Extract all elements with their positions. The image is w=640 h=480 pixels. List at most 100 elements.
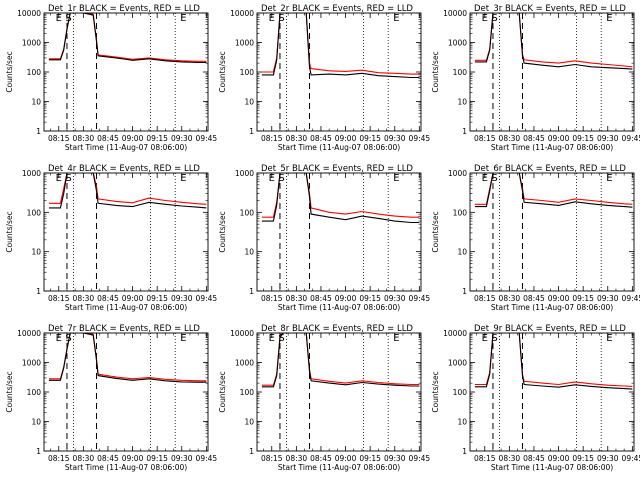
event-marker-label: S — [65, 333, 71, 344]
chart-title: Det_2r BLACK = Events, RED = LLD — [261, 4, 413, 14]
x-tick-label: 09:30 — [384, 454, 406, 463]
event-marker-label: E — [482, 13, 488, 24]
y-tick-label: 100 — [453, 388, 468, 397]
plot-frame — [43, 12, 209, 132]
y-tick-label: 1000 — [235, 39, 254, 48]
y-tick-label: 100 — [453, 208, 468, 217]
y-tick-label: 100 — [27, 208, 42, 217]
y-tick-label: 10 — [457, 418, 467, 427]
y-tick-label: 100 — [240, 68, 255, 77]
y-tick-label: 10 — [31, 418, 41, 427]
y-tick-label: 1000 — [448, 169, 467, 178]
y-axis-label: Counts/sec — [5, 211, 14, 252]
y-tick-label: 1 — [462, 447, 467, 456]
x-tick-label: 09:00 — [122, 294, 144, 303]
x-tick-label: 09:30 — [597, 294, 619, 303]
event-marker-label: S — [278, 173, 284, 184]
x-tick-label: 08:45 — [523, 454, 545, 463]
events-series-line — [474, 13, 633, 70]
x-tick-label: 09:15 — [359, 294, 381, 303]
y-tick-label: 10 — [31, 98, 41, 107]
y-axis-label: Counts/sec — [218, 371, 227, 412]
x-tick-label: 09:00 — [122, 454, 144, 463]
event-marker-label: E — [606, 13, 612, 24]
x-tick-label: 08:30 — [499, 134, 521, 143]
x-tick-label: 08:15 — [48, 454, 70, 463]
detector-panel: Det_6r BLACK = Events, RED = LLD 1 10 100 10… — [426, 160, 640, 320]
x-tick-label: 09:45 — [196, 454, 218, 463]
detector-panel: Det_7r BLACK = Events, RED = LLD 1 10 100 10… — [0, 320, 217, 480]
detector-chart: Det_8r BLACK = Events, RED = LLD 1 10 100 10… — [218, 324, 430, 472]
y-tick-label: 10000 — [17, 9, 41, 18]
plot-frame — [43, 172, 209, 292]
plot-frame — [469, 332, 635, 452]
x-tick-label: 09:15 — [572, 134, 594, 143]
y-tick-label: 10 — [244, 248, 254, 257]
x-axis-label: Start Time (11-Aug-07 08:06:00) — [491, 463, 613, 472]
x-tick-label: 09:30 — [171, 454, 193, 463]
plot-frame — [256, 12, 422, 132]
x-tick-label: 09:15 — [359, 134, 381, 143]
events-series-line — [474, 333, 633, 390]
event-marker-label: E — [269, 173, 275, 184]
event-marker-label: E — [393, 173, 399, 184]
x-axis-label: Start Time (11-Aug-07 08:06:00) — [491, 143, 613, 152]
chart-title: Det_4r BLACK = Events, RED = LLD — [48, 164, 200, 174]
x-tick-label: 09:45 — [409, 134, 431, 143]
y-axis-label: Counts/sec — [218, 211, 227, 252]
x-tick-label: 09:30 — [597, 134, 619, 143]
event-marker-label: S — [491, 173, 497, 184]
x-tick-label: 08:15 — [474, 454, 496, 463]
x-tick-label: 08:15 — [474, 294, 496, 303]
x-tick-label: 09:00 — [122, 134, 144, 143]
y-tick-label: 10 — [244, 418, 254, 427]
chart-title: Det_1r BLACK = Events, RED = LLD — [48, 4, 200, 14]
x-tick-label: 09:45 — [196, 134, 218, 143]
event-marker-label: E — [269, 333, 275, 344]
y-tick-label: 1 — [249, 127, 254, 136]
x-tick-label: 08:30 — [286, 134, 308, 143]
x-axis-label: Start Time (11-Aug-07 08:06:00) — [65, 463, 187, 472]
event-marker-label: S — [278, 333, 284, 344]
x-tick-label: 08:15 — [48, 294, 70, 303]
event-marker-label: E — [180, 173, 186, 184]
detector-chart: Det_6r BLACK = Events, RED = LLD 1 10 100 10… — [431, 164, 640, 312]
detector-chart: Det_5r BLACK = Events, RED = LLD 1 10 100 10… — [218, 164, 430, 312]
event-marker-label: S — [278, 13, 284, 24]
y-tick-label: 10000 — [230, 9, 254, 18]
y-tick-label: 1 — [36, 447, 41, 456]
x-axis-label: Start Time (11-Aug-07 08:06:00) — [65, 143, 187, 152]
y-tick-label: 10000 — [443, 9, 467, 18]
x-tick-label: 09:00 — [335, 454, 357, 463]
x-tick-label: 08:30 — [73, 454, 95, 463]
x-tick-label: 09:00 — [335, 134, 357, 143]
event-marker-label: E — [393, 13, 399, 24]
event-marker-label: E — [606, 173, 612, 184]
y-tick-label: 1 — [249, 447, 254, 456]
y-tick-label: 1000 — [22, 359, 41, 368]
x-axis-label: Start Time (11-Aug-07 08:06:00) — [491, 303, 613, 312]
x-tick-label: 09:45 — [622, 454, 640, 463]
event-marker-label: E — [56, 333, 62, 344]
y-tick-label: 1000 — [448, 39, 467, 48]
y-tick-label: 1000 — [235, 359, 254, 368]
y-tick-label: 100 — [453, 68, 468, 77]
detector-panel: Det_9r BLACK = Events, RED = LLD 1 10 100 10… — [426, 320, 640, 480]
chart-title: Det_9r BLACK = Events, RED = LLD — [474, 324, 626, 334]
detector-chart: Det_4r BLACK = Events, RED = LLD 1 10 100 10… — [5, 164, 217, 312]
y-tick-label: 100 — [27, 68, 42, 77]
y-tick-label: 1 — [462, 287, 467, 296]
event-marker-label: E — [606, 333, 612, 344]
y-tick-label: 100 — [240, 208, 255, 217]
x-tick-label: 08:15 — [474, 134, 496, 143]
event-marker-label: E — [56, 13, 62, 24]
x-tick-label: 09:45 — [622, 134, 640, 143]
chart-title: Det_6r BLACK = Events, RED = LLD — [474, 164, 626, 174]
x-tick-label: 09:30 — [384, 134, 406, 143]
y-tick-label: 10 — [244, 98, 254, 107]
x-tick-label: 08:30 — [286, 294, 308, 303]
y-axis-label: Counts/sec — [431, 371, 440, 412]
x-tick-label: 09:00 — [548, 454, 570, 463]
y-tick-label: 1000 — [22, 39, 41, 48]
x-tick-label: 09:30 — [171, 134, 193, 143]
